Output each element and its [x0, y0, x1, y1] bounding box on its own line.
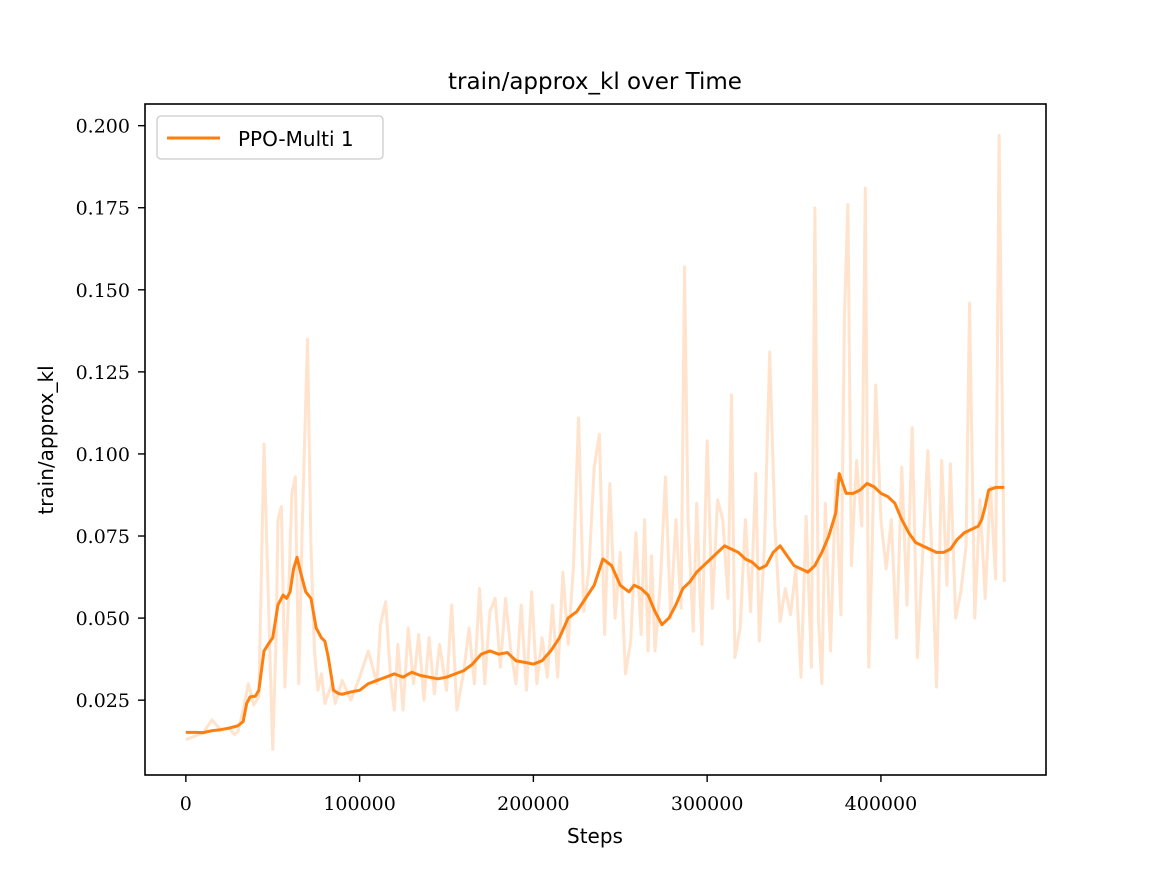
x-axis-label: Steps — [567, 824, 623, 848]
raw-series-line — [185, 134, 1006, 751]
x-tick-label: 300000 — [671, 793, 744, 815]
x-axis: 0 100000 200000 300000 400000 — [180, 775, 917, 815]
y-tick-label: 0.150 — [76, 280, 130, 302]
y-tick-label: 0.025 — [76, 690, 130, 712]
x-tick-label: 200000 — [497, 793, 570, 815]
y-axis-label: train/approx_kl — [34, 365, 58, 514]
y-tick-label: 0.125 — [76, 362, 130, 384]
legend: PPO-Multi 1 — [156, 115, 384, 160]
x-tick-label: 100000 — [323, 793, 396, 815]
smoothed-series-layer — [185, 472, 1005, 735]
x-tick-label: 400000 — [845, 793, 918, 815]
y-tick-label: 0.100 — [76, 444, 130, 466]
raw-series-layer — [185, 134, 1006, 751]
y-axis: 0.025 0.050 0.075 0.100 0.125 0.150 0.175 0.200 — [76, 116, 145, 712]
y-tick-label: 0.075 — [76, 526, 130, 548]
x-tick-label: 0 — [180, 793, 192, 815]
legend-box — [156, 115, 384, 160]
legend-label: PPO-Multi 1 — [238, 127, 354, 151]
y-tick-label: 0.050 — [76, 608, 130, 630]
smoothed-series-line — [185, 472, 1005, 735]
chart-title: train/approx_kl over Time — [448, 69, 742, 95]
y-tick-label: 0.175 — [76, 198, 130, 220]
plot-frame — [144, 103, 1047, 776]
y-tick-label: 0.200 — [76, 116, 130, 138]
